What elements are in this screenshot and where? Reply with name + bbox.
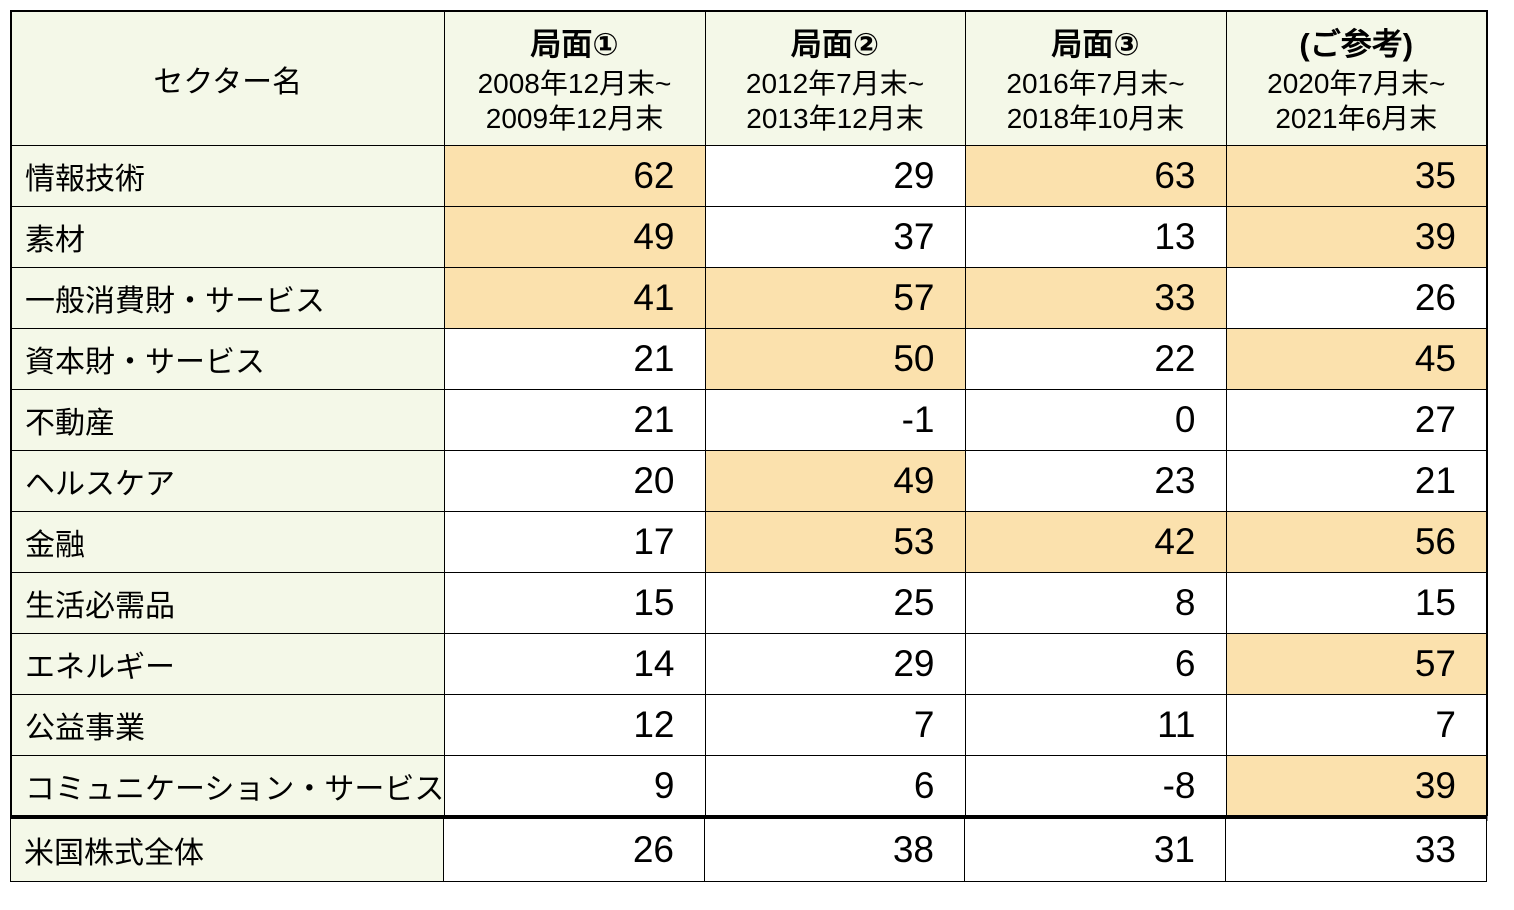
value-cell: 21: [1225, 450, 1488, 512]
reference-title: (ご参考): [1299, 26, 1414, 62]
value-cell: 39: [1225, 206, 1488, 268]
value-cell: 23: [964, 450, 1227, 512]
value-cell: 41: [443, 267, 706, 329]
table-row: 素材 49 37 13 39: [10, 206, 1488, 268]
us-equity-total-table: 米国株式全体 26 38 31 33: [10, 815, 1487, 882]
summary-value-cell: 38: [704, 816, 965, 882]
value-cell: 50: [704, 328, 966, 390]
value-cell: 26: [1225, 267, 1488, 329]
value-cell: 20: [443, 450, 706, 512]
reference-range-end: 2021年6月末: [1275, 102, 1438, 134]
value-cell: 39: [1225, 755, 1488, 819]
value-cell: 62: [443, 145, 706, 207]
phase-2-range-end: 2013年12月末: [746, 102, 924, 134]
sector-name-cell: ヘルスケア: [10, 450, 445, 512]
value-cell: 15: [443, 572, 706, 634]
value-cell: 7: [704, 694, 966, 756]
summary-label-cell: 米国株式全体: [10, 816, 444, 882]
value-cell: 63: [964, 145, 1227, 207]
value-cell: 8: [964, 572, 1227, 634]
table-row: エネルギー 14 29 6 57: [10, 633, 1488, 695]
sector-name-cell: 不動産: [10, 389, 445, 451]
header-row: セクター名 局面① 2008年12月末~ 2009年12月末 局面② 2012年…: [10, 10, 1488, 146]
value-cell: 35: [1225, 145, 1488, 207]
value-cell: 37: [704, 206, 966, 268]
value-cell: 21: [443, 328, 706, 390]
value-cell: 6: [964, 633, 1227, 695]
value-cell: 29: [704, 145, 966, 207]
value-cell: 42: [964, 511, 1227, 573]
value-cell: 45: [1225, 328, 1488, 390]
value-cell: 17: [443, 511, 706, 573]
value-cell: 57: [704, 267, 966, 329]
value-cell: 13: [964, 206, 1227, 268]
value-cell: 56: [1225, 511, 1488, 573]
value-cell: 9: [443, 755, 706, 819]
summary-value-cell: 26: [443, 816, 705, 882]
phase-2-range-start: 2012年7月末~: [745, 67, 925, 99]
value-cell: 25: [704, 572, 966, 634]
reference-range-start: 2020年7月末~: [1267, 67, 1446, 99]
table-row: ヘルスケア 20 49 23 21: [10, 450, 1488, 512]
value-cell: 49: [704, 450, 966, 512]
value-cell: 14: [443, 633, 706, 695]
table-row: 公益事業 12 7 11 7: [10, 694, 1488, 756]
column-header-reference: (ご参考) 2020年7月末~ 2021年6月末: [1225, 10, 1488, 146]
sector-name-cell: 一般消費財・サービス: [10, 267, 445, 329]
sector-name-cell: 素材: [10, 206, 445, 268]
value-cell: 11: [964, 694, 1227, 756]
value-cell: 22: [964, 328, 1227, 390]
sector-name-cell: 情報技術: [10, 145, 445, 207]
value-cell: 21: [443, 389, 706, 451]
value-cell: 33: [964, 267, 1227, 329]
sector-name-cell: 公益事業: [10, 694, 445, 756]
column-header-sector: セクター名: [10, 10, 445, 146]
summary-value-cell: 33: [1225, 816, 1487, 882]
value-cell: 29: [704, 633, 966, 695]
sector-name-cell: 生活必需品: [10, 572, 445, 634]
value-cell: 57: [1225, 633, 1488, 695]
value-cell: 6: [704, 755, 966, 819]
table-row: 生活必需品 15 25 8 15: [10, 572, 1488, 634]
table-row: 資本財・サービス 21 50 22 45: [10, 328, 1488, 390]
phase-1-range-end: 2009年12月末: [485, 102, 664, 134]
value-cell: 0: [964, 389, 1227, 451]
value-cell: 49: [443, 206, 706, 268]
sector-name-cell: コミュニケーション・サービス: [10, 755, 445, 819]
column-header-phase-2: 局面② 2012年7月末~ 2013年12月末: [704, 10, 966, 146]
phase-1-title: 局面①: [530, 26, 619, 62]
table-row: 一般消費財・サービス 41 57 33 26: [10, 267, 1488, 329]
sector-name-cell: 金融: [10, 511, 445, 573]
table-row: 不動産 21 -1 0 27: [10, 389, 1488, 451]
phase-3-range-start: 2016年7月末~: [1006, 67, 1185, 99]
summary-value-cell: 31: [964, 816, 1226, 882]
value-cell: 12: [443, 694, 706, 756]
summary-row: 米国株式全体 26 38 31 33: [10, 816, 1487, 882]
value-cell: 15: [1225, 572, 1488, 634]
sector-name-cell: エネルギー: [10, 633, 445, 695]
value-cell: 7: [1225, 694, 1488, 756]
phase-3-range-end: 2018年10月末: [1006, 102, 1185, 134]
column-header-phase-1: 局面① 2008年12月末~ 2009年12月末: [443, 10, 706, 146]
table-row: 情報技術 62 29 63 35: [10, 145, 1488, 207]
phase-3-title: 局面③: [1051, 26, 1140, 62]
value-cell: 53: [704, 511, 966, 573]
table-row: 金融 17 53 42 56: [10, 511, 1488, 573]
value-cell: -8: [964, 755, 1227, 819]
phase-1-range-start: 2008年12月末~: [477, 67, 672, 99]
value-cell: 27: [1225, 389, 1488, 451]
value-cell: -1: [704, 389, 966, 451]
sector-performance-table: セクター名 局面① 2008年12月末~ 2009年12月末 局面② 2012年…: [10, 10, 1488, 821]
sector-name-cell: 資本財・サービス: [10, 328, 445, 390]
phase-2-title: 局面②: [790, 26, 880, 62]
column-header-phase-3: 局面③ 2016年7月末~ 2018年10月末: [964, 10, 1227, 146]
table-row: コミュニケーション・サービス 9 6 -8 39: [10, 755, 1488, 819]
